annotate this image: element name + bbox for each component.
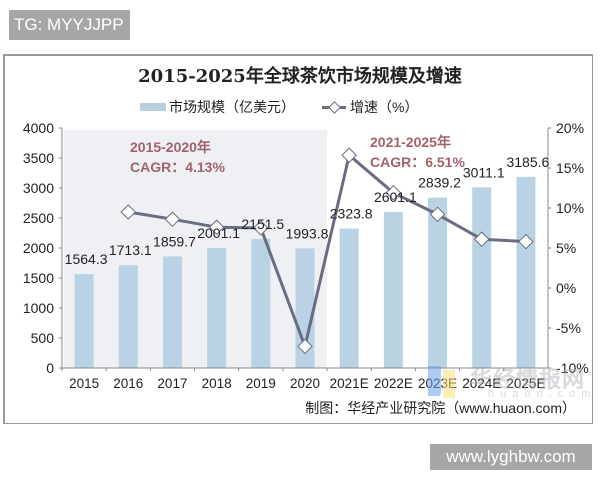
diamond-marker-icon (164, 211, 181, 227)
left-axis-tick: 0 (46, 360, 54, 376)
diamond-marker-icon (473, 231, 490, 247)
cagr-annotation-period: 2021-2025年 (370, 134, 451, 150)
cagr-annotations: 2015-2020年 CAGR：4.13% 2021-2025年 CAGR：6.51% (130, 134, 465, 175)
chart-title: 2015-2025年全球茶饮市场规模及增速 (138, 66, 462, 87)
legend-line-label: 增速（%） (350, 99, 419, 115)
x-axis-tick: 2021E (330, 376, 369, 391)
x-axis-tick: 2024E (462, 376, 501, 391)
right-axis-tick: 0% (556, 280, 576, 296)
bar-value-label: 1993.8 (286, 225, 329, 241)
bar (516, 176, 536, 368)
bar-value-label: 2323.8 (330, 206, 373, 222)
diamond-marker-icon (253, 220, 269, 236)
bar-value-label: 1859.7 (153, 233, 196, 249)
bar (472, 187, 492, 368)
x-axis-tick: 2019 (246, 376, 276, 391)
diamond-marker-icon (385, 185, 402, 201)
right-axis-tick: 5% (556, 240, 576, 256)
watermark-logo-blue-icon (428, 366, 441, 396)
right-axis-tick: -10% (556, 360, 589, 376)
left-axis-tick: 4000 (23, 120, 54, 136)
bar (207, 247, 227, 368)
bar-value-label: 2001.1 (197, 225, 240, 241)
chart-legend: 市场规模（亿美元） 增速（%） (0, 97, 600, 117)
left-axis-tick: 2500 (23, 210, 54, 226)
left-axis-tick: 1500 (23, 270, 54, 286)
chart-source: 制图：华经产业研究院（www.huaon.com） (305, 400, 576, 416)
watermark-logo-yellow-icon (443, 370, 455, 398)
right-axis-tick: -5% (556, 320, 581, 336)
x-axis-tick: 2022E (374, 376, 413, 391)
diamond-marker-icon (208, 219, 225, 235)
x-axis-tick: 2017 (157, 376, 187, 391)
bar-value-label: 3185.6 (506, 154, 549, 170)
bar-value-label: 2839.2 (418, 175, 461, 191)
right-axis-tick: 10% (556, 200, 584, 216)
axes: 0 500 1000 1500 2000 2500 3000 3500 4000 -10% -5% 0… (23, 120, 589, 391)
bar (118, 265, 138, 368)
overlay-watermark: 华经情报网 (470, 367, 586, 392)
legend-bar-swatch-icon (140, 103, 166, 111)
right-axis-tick: 20% (556, 120, 584, 136)
cagr-annotation-period: 2015-2020年 (130, 139, 211, 155)
footer-watermark: www.lyghbw.com (430, 444, 592, 470)
left-axis-tick: 500 (31, 330, 55, 346)
bar-value-label: 2151.5 (241, 216, 284, 232)
cagr-annotation-value: CAGR：6.51% (370, 154, 465, 170)
bar-value-label: 3011.1 (463, 164, 505, 180)
x-axis-tick: 2018 (202, 376, 232, 391)
tg-badge: TG: MYYJJPP (9, 10, 130, 40)
bar-value-label: 1564.3 (65, 251, 108, 267)
legend-bar-label: 市场规模（亿美元） (169, 99, 295, 115)
left-axis-tick: 1000 (23, 300, 54, 316)
bar-value-label: 1713.1 (109, 242, 152, 258)
bar (251, 238, 271, 368)
diamond-marker-icon (518, 233, 534, 250)
bar (295, 248, 315, 368)
bar (162, 256, 182, 368)
diamond-marker-icon (341, 147, 357, 163)
overlay-watermark-sub: huaon.com (488, 388, 597, 400)
diamond-marker-icon (429, 206, 446, 223)
bar-value-label: 2601.1 (374, 189, 417, 205)
bar-value-labels: 1564.31713.11859.72001.12151.51993.82323… (65, 154, 550, 267)
x-axis-tick: 2016 (113, 376, 143, 391)
x-axis-tick: 2015 (69, 376, 99, 391)
left-axis-tick: 2000 (23, 240, 54, 256)
shade-rect (64, 130, 328, 368)
left-axis-tick: 3000 (23, 180, 54, 196)
bar (74, 274, 94, 368)
bar-series (74, 176, 536, 368)
left-axis-tick: 3500 (23, 150, 54, 166)
bar (428, 197, 448, 368)
growth-line-series (120, 147, 534, 355)
diamond-marker-icon (120, 204, 137, 220)
history-shade-region (64, 130, 328, 368)
diamond-marker-icon (297, 338, 313, 355)
bar (339, 228, 359, 368)
cagr-annotation-value: CAGR：4.13% (130, 159, 225, 175)
right-axis-tick: 15% (556, 160, 584, 176)
x-axis-tick: 2025E (506, 376, 545, 391)
x-axis-tick: 2020 (290, 376, 320, 391)
bar (383, 211, 403, 368)
